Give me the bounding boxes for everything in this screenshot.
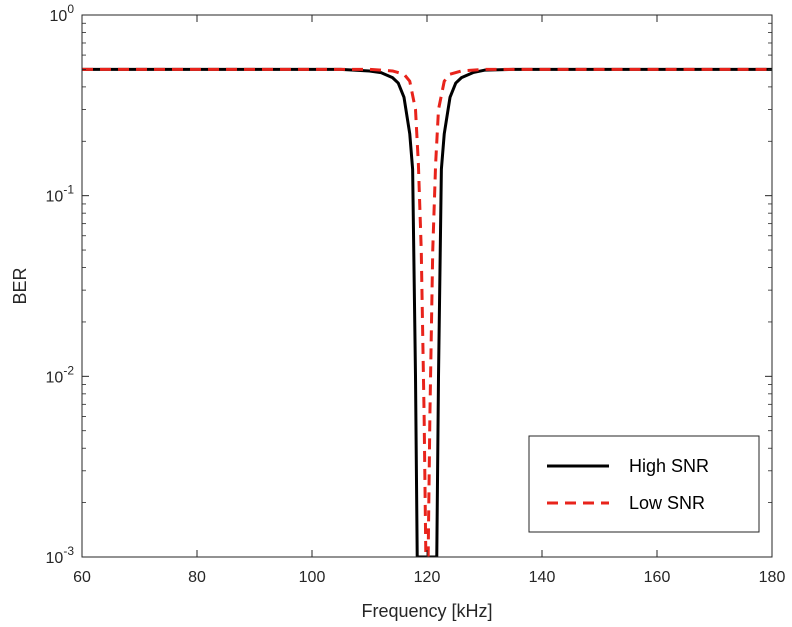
x-tick-label: 140 (529, 569, 556, 586)
x-tick-label: 120 (414, 569, 441, 586)
y-tick-label: 10-3 (46, 544, 75, 567)
legend-label-high-snr: High SNR (629, 456, 709, 476)
x-tick-label: 160 (644, 569, 671, 586)
legend: High SNR Low SNR (528, 435, 760, 533)
x-tick-label: 80 (188, 569, 206, 586)
series-layer (82, 67, 772, 557)
y-axis-label: BER (10, 267, 30, 304)
x-axis-label: Frequency [kHz] (361, 601, 492, 621)
y-tick-label: 10-2 (46, 363, 75, 386)
legend-box (528, 435, 760, 533)
series-line-low-snr (82, 67, 772, 557)
legend-label-low-snr: Low SNR (629, 493, 705, 513)
x-tick-label: 100 (299, 569, 326, 586)
y-tick-label: 10-1 (46, 183, 75, 206)
y-tick-label: 100 (50, 2, 75, 25)
x-tick-label: 60 (73, 569, 91, 586)
x-tick-label: 180 (759, 569, 786, 586)
ticks-layer: 60 80 100 120 140 160 180 10-3 10-2 10-1 100 (46, 2, 786, 586)
